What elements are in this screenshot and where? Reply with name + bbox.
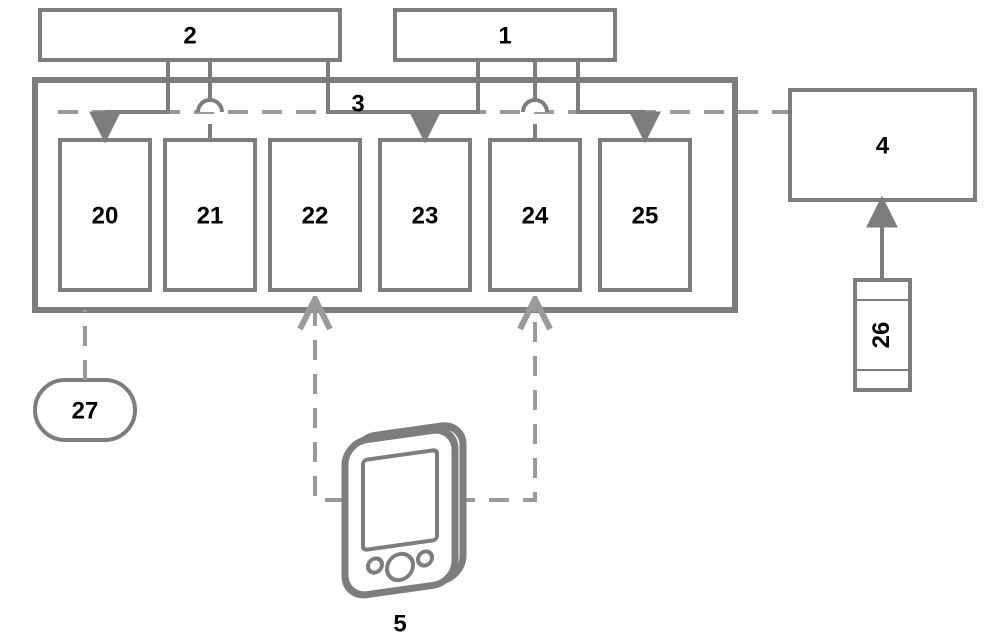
label-3: 3 bbox=[351, 90, 364, 117]
dash-device-to-22 bbox=[315, 310, 345, 500]
box-4-label: 4 bbox=[876, 132, 890, 159]
device-button-2 bbox=[418, 551, 432, 567]
box-25-label: 25 bbox=[632, 202, 659, 229]
device-phone bbox=[345, 423, 463, 598]
box-2-label: 2 bbox=[183, 22, 196, 49]
box-26-label: 26 bbox=[868, 322, 895, 349]
device-button-0 bbox=[368, 558, 382, 574]
box-22-label: 22 bbox=[302, 202, 329, 229]
box-21-label: 21 bbox=[197, 202, 224, 229]
device-screen bbox=[363, 450, 437, 550]
device-label: 5 bbox=[393, 610, 406, 637]
box-20-label: 20 bbox=[92, 202, 119, 229]
jump-24 bbox=[523, 100, 547, 112]
dash-device-to-24 bbox=[455, 310, 535, 500]
box-24-label: 24 bbox=[522, 202, 549, 229]
diagram-canvas: 212021222324254262735 bbox=[0, 0, 1000, 644]
box-1-label: 1 bbox=[498, 22, 511, 49]
device-button-1 bbox=[387, 552, 413, 582]
jump-21 bbox=[198, 100, 222, 112]
box-23-label: 23 bbox=[412, 202, 439, 229]
pill-27-label: 27 bbox=[72, 397, 99, 424]
